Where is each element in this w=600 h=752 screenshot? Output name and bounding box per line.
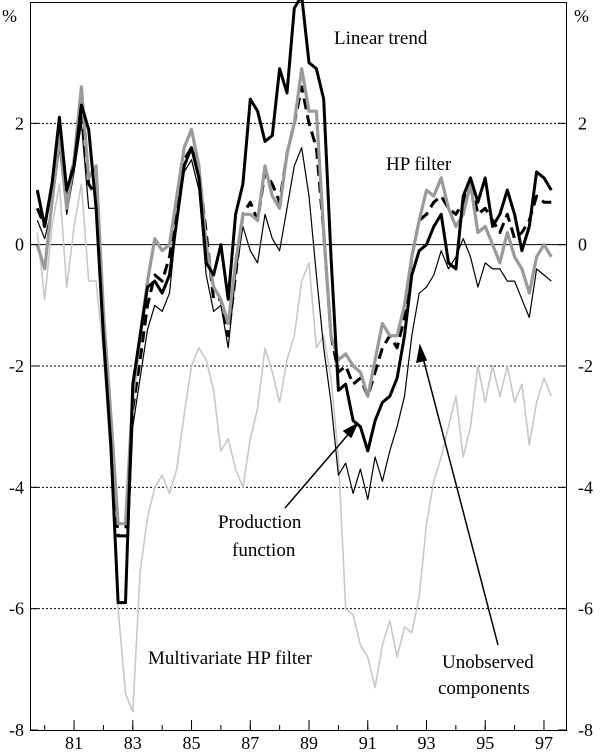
label-production-2: function	[232, 540, 296, 561]
arrow-unobserved-components	[421, 353, 499, 646]
label-unobserved-1: Unobserved	[442, 652, 534, 673]
y-tick-label-right: 2	[578, 113, 587, 133]
arrow-production-function	[284, 429, 353, 509]
y-tick-label-right: -8	[578, 720, 593, 740]
annotation-arrows	[284, 343, 499, 646]
y-tick-label-left: -4	[9, 477, 24, 497]
arrowhead-unobserved-components	[416, 343, 428, 363]
right-unit-label: %	[574, 6, 589, 26]
x-tick-label: 85	[183, 733, 201, 752]
left-unit-label: %	[2, 6, 17, 26]
x-tick-label: 83	[124, 733, 142, 752]
label-production-1: Production	[218, 512, 302, 533]
y-tick-label-left: 0	[15, 235, 24, 255]
label-unobserved-2: components	[438, 678, 530, 699]
y-tick-label-left: -8	[9, 720, 24, 740]
arrowhead-production-function	[342, 422, 359, 439]
series-hp-filter	[35, 67, 553, 526]
x-tick-label: 81	[65, 733, 83, 752]
x-tick-label: 95	[476, 733, 494, 752]
series-multivariate-hp-filter	[36, 183, 553, 713]
y-tick-label-right: -4	[578, 477, 593, 497]
series-linear-trend	[35, 0, 553, 605]
x-tick-label: 91	[359, 733, 377, 752]
y-tick-label-right: 0	[578, 235, 587, 255]
x-tick-label: 93	[417, 733, 435, 752]
x-tick-label: 87	[241, 733, 259, 752]
y-tick-label-right: -6	[578, 599, 593, 619]
x-tick-label: 89	[300, 733, 318, 752]
y-tick-label-left: 2	[15, 113, 24, 133]
tick-labels: 81 83 85 87 89 91 93 95 97 -8 -8 -6 -6 -4 -4 -2 -2 0 0 2 2	[9, 113, 593, 752]
gridlines	[30, 122, 566, 610]
y-tick-label-left: -2	[9, 356, 24, 376]
label-multivariate: Multivariate HP filter	[148, 648, 313, 669]
series-layer	[35, 0, 553, 713]
axis-ticks	[30, 122, 566, 731]
label-hp-filter: HP filter	[386, 154, 452, 175]
y-tick-label-left: -6	[9, 599, 24, 619]
label-linear-trend: Linear trend	[334, 28, 428, 49]
x-tick-label: 97	[535, 733, 553, 752]
y-tick-label-right: -2	[578, 356, 593, 376]
